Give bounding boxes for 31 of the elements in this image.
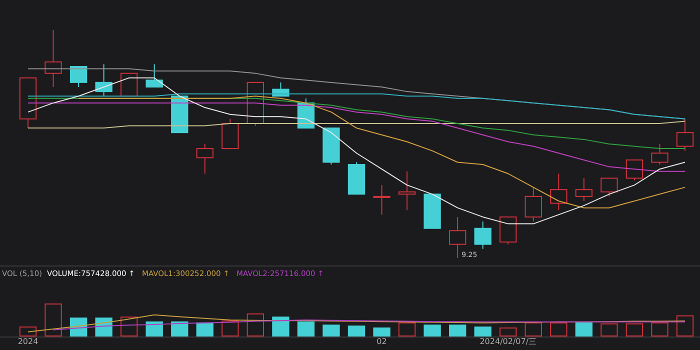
bar	[348, 326, 366, 336]
bar	[448, 324, 466, 336]
bar	[398, 322, 416, 336]
bar	[246, 313, 264, 336]
candlestick	[44, 30, 62, 88]
bar	[500, 328, 517, 336]
bar	[272, 316, 290, 336]
x-tick-label: 2024/02/07/三	[480, 337, 537, 346]
bar	[120, 316, 138, 336]
bar	[600, 323, 618, 336]
bar	[651, 322, 668, 336]
bar	[222, 320, 239, 336]
bar	[550, 322, 568, 336]
bar	[322, 324, 340, 336]
bar	[424, 324, 441, 336]
bar	[626, 323, 644, 336]
bar	[676, 315, 694, 336]
x-tick-label: 02	[376, 337, 387, 346]
bar	[297, 321, 315, 336]
candlestick	[398, 170, 416, 211]
bar	[19, 326, 37, 336]
bar	[474, 326, 492, 336]
bar	[146, 321, 163, 336]
bar	[575, 322, 593, 336]
bar	[524, 322, 542, 336]
bar	[196, 322, 214, 336]
bar	[373, 328, 390, 336]
bar	[44, 304, 62, 336]
candlestick	[373, 184, 390, 216]
x-tick-label: 2024	[18, 337, 38, 346]
bar	[171, 321, 188, 336]
